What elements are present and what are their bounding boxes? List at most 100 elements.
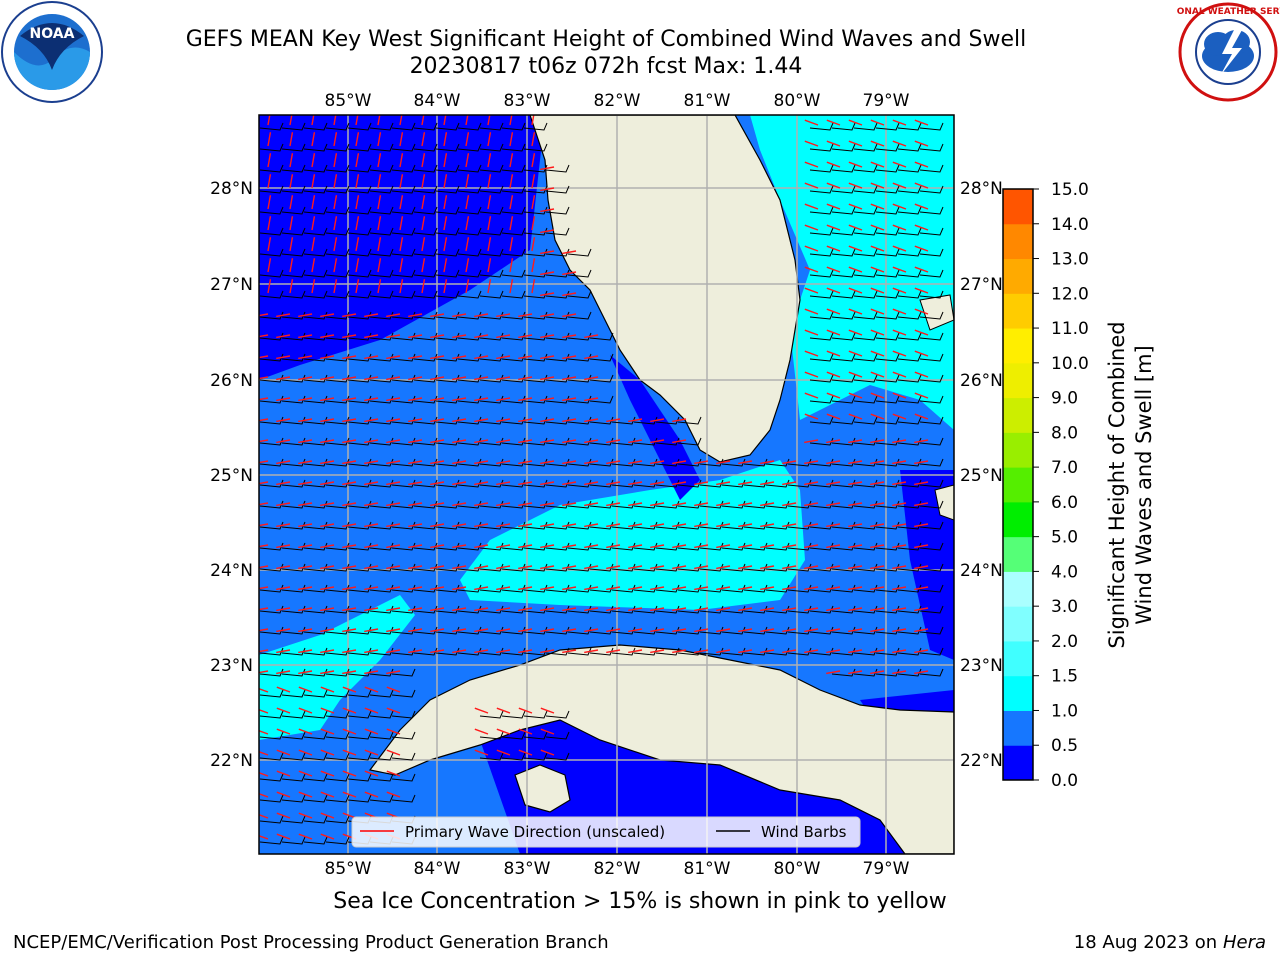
colorbar-tick-label: 7.0 <box>1051 458 1078 478</box>
wind-barb <box>435 521 460 530</box>
colorbar: 0.00.51.01.52.03.04.05.06.07.08.09.010.0… <box>1002 180 1089 791</box>
wind-barb <box>391 605 416 614</box>
sea-ice-caption: Sea Ice Concentration > 15% is shown in … <box>333 889 947 914</box>
wave-direction-arrow <box>267 153 272 168</box>
wind-barb <box>787 458 812 467</box>
wave-direction-arrow <box>496 565 511 570</box>
wind-barb <box>369 164 394 173</box>
wind-barb <box>545 416 570 425</box>
wave-direction-arrow <box>716 523 731 528</box>
wave-direction-arrow <box>848 119 863 126</box>
wave-direction-arrow <box>892 544 907 549</box>
wave-direction-arrow <box>496 628 511 633</box>
wind-barb <box>303 731 328 740</box>
wave-direction-arrow <box>914 523 929 528</box>
wind-barb <box>501 248 526 257</box>
wave-direction-arrow <box>298 670 313 675</box>
wind-barb <box>391 416 416 425</box>
wave-direction-arrow <box>452 334 467 339</box>
wave-direction-arrow <box>452 313 467 318</box>
wave-direction-arrow <box>320 523 335 528</box>
wind-barb <box>413 353 438 362</box>
wind-barb <box>501 332 526 341</box>
wave-direction-arrow <box>518 565 533 570</box>
wind-barb <box>259 437 284 446</box>
wave-direction-arrow <box>298 586 313 591</box>
wind-barb <box>853 395 878 404</box>
colorbar-tick-label: 1.5 <box>1051 667 1078 687</box>
lat-label: 28°N <box>210 179 253 199</box>
wave-direction-arrow <box>826 439 841 444</box>
wind-barb <box>853 206 878 215</box>
wind-barb <box>589 416 614 425</box>
wave-direction-arrow <box>342 586 357 591</box>
wind-barb <box>523 227 548 236</box>
wave-direction-arrow <box>892 308 907 315</box>
wave-direction-arrow <box>540 418 555 423</box>
wave-direction-arrow <box>298 565 313 570</box>
wave-direction-arrow <box>364 439 379 444</box>
wind-barb <box>743 542 768 551</box>
wave-direction-arrow <box>848 350 863 357</box>
wave-direction-arrow <box>474 418 489 423</box>
wind-barb <box>567 374 592 383</box>
wave-direction-arrow <box>289 279 294 294</box>
wind-barb <box>875 269 900 278</box>
wave-direction-arrow <box>914 287 929 294</box>
wind-barb <box>897 185 922 194</box>
wind-barb <box>259 311 284 320</box>
wave-direction-arrow <box>496 502 511 507</box>
wave-direction-arrow <box>496 728 511 735</box>
wave-direction-arrow <box>716 502 731 507</box>
wind-barb <box>897 269 922 278</box>
wind-barb <box>919 605 944 614</box>
wind-barb <box>875 500 900 509</box>
wave-direction-arrow <box>606 523 621 528</box>
wave-direction-arrow <box>672 418 687 423</box>
wave-direction-arrow <box>276 502 291 507</box>
wind-barb <box>831 374 856 383</box>
wave-direction-arrow <box>320 397 335 402</box>
wind-barb <box>523 752 548 761</box>
wind-barb <box>303 143 328 152</box>
wind-barb <box>523 248 548 257</box>
wind-barb <box>787 521 812 530</box>
wave-direction-arrow <box>606 586 621 591</box>
wind-barb <box>545 458 570 467</box>
wind-barb <box>809 521 834 530</box>
wave-direction-arrow <box>892 161 907 168</box>
wave-direction-arrow <box>320 670 335 675</box>
wave-direction-arrow <box>540 460 555 465</box>
wave-direction-arrow <box>421 237 426 252</box>
wave-direction-arrow <box>465 115 469 126</box>
wave-direction-arrow <box>259 649 269 653</box>
wind-barb <box>501 605 526 614</box>
wave-direction-arrow <box>342 523 357 528</box>
wind-barb <box>479 458 504 467</box>
wind-barb <box>853 458 878 467</box>
wave-direction-arrow <box>311 174 316 189</box>
wave-direction-arrow <box>342 460 357 465</box>
wind-barb <box>831 605 856 614</box>
wave-direction-arrow <box>650 418 665 423</box>
wind-barb <box>787 563 812 572</box>
wind-barb <box>369 185 394 194</box>
wind-barb <box>281 773 306 782</box>
wave-direction-arrow <box>320 628 335 633</box>
wind-barb <box>347 605 372 614</box>
wave-direction-arrow <box>540 628 555 633</box>
wind-barb <box>545 647 570 656</box>
wind-barb <box>501 584 526 593</box>
wave-direction-arrow <box>826 266 841 273</box>
wave-direction-arrow <box>760 628 775 633</box>
colorbar-tick-label: 4.0 <box>1051 562 1078 582</box>
wind-barb <box>325 458 350 467</box>
wave-direction-arrow <box>298 812 313 819</box>
wind-barb <box>523 269 548 278</box>
wave-direction-arrow <box>870 224 885 231</box>
wave-direction-arrow <box>399 237 404 252</box>
wave-direction-arrow <box>452 628 467 633</box>
wave-direction-arrow <box>364 523 379 528</box>
wave-direction-arrow <box>804 371 819 378</box>
wave-direction-arrow <box>694 481 709 486</box>
